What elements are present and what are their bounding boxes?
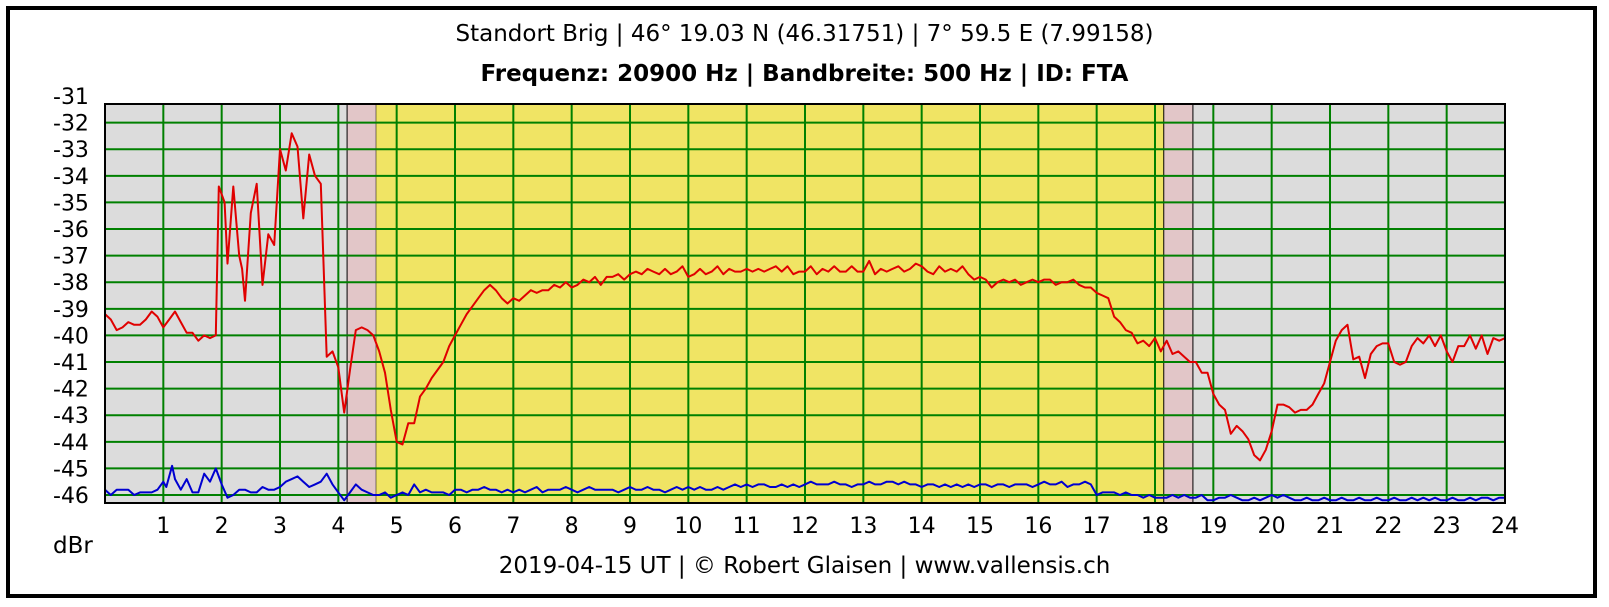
x-tick-label: 7 bbox=[506, 514, 520, 539]
y-tick-label: -45 bbox=[53, 457, 89, 482]
x-tick-label: 8 bbox=[565, 514, 579, 539]
y-tick-label: -37 bbox=[53, 245, 89, 270]
noise-line bbox=[104, 464, 1505, 502]
y-tick-label: -38 bbox=[53, 271, 89, 296]
twilight-band-0 bbox=[346, 103, 377, 504]
y-tick-label: -43 bbox=[53, 404, 89, 429]
x-tick-label: 5 bbox=[390, 514, 404, 539]
y-tick-label: -39 bbox=[53, 298, 89, 323]
x-tick-label: 24 bbox=[1491, 514, 1519, 539]
twilight-band-2 bbox=[1163, 103, 1194, 504]
y-tick-label: -36 bbox=[53, 218, 89, 243]
day-band-1 bbox=[376, 104, 1164, 503]
chart-footer: 2019-04-15 UT | © Robert Glaisen | www.v… bbox=[498, 553, 1111, 579]
x-tick-label: 2 bbox=[215, 514, 229, 539]
x-tick-label: 15 bbox=[966, 514, 994, 539]
y-tick-label: -34 bbox=[53, 165, 89, 190]
plot-border bbox=[104, 103, 1506, 504]
x-tick-label: 13 bbox=[849, 514, 877, 539]
x-tick-label: 22 bbox=[1374, 514, 1402, 539]
x-tick-label: 11 bbox=[733, 514, 761, 539]
x-tick-label: 20 bbox=[1258, 514, 1286, 539]
y-tick-label: -40 bbox=[53, 324, 89, 349]
x-tick-label: 23 bbox=[1433, 514, 1461, 539]
x-tick-label: 18 bbox=[1141, 514, 1169, 539]
y-tick-label: -42 bbox=[53, 378, 89, 403]
y-axis-unit-label: dBr bbox=[53, 533, 93, 559]
y-tick-label: -44 bbox=[53, 431, 89, 456]
x-tick-label: 16 bbox=[1024, 514, 1052, 539]
x-tick-label: 21 bbox=[1316, 514, 1344, 539]
x-tick-label: 1 bbox=[156, 514, 170, 539]
x-tick-label: 3 bbox=[273, 514, 287, 539]
y-tick-label: -32 bbox=[53, 112, 89, 137]
x-tick-label: 4 bbox=[331, 514, 345, 539]
chart-subtitle: Frequenz: 20900 Hz | Bandbreite: 500 Hz … bbox=[480, 61, 1129, 87]
x-tick-label: 10 bbox=[674, 514, 702, 539]
y-tick-label: -46 bbox=[53, 484, 89, 509]
y-tick-label: -35 bbox=[53, 191, 89, 216]
x-tick-label: 17 bbox=[1083, 514, 1111, 539]
x-tick-label: 9 bbox=[623, 514, 637, 539]
y-tick-label: -33 bbox=[53, 138, 89, 163]
y-tick-label: -31 bbox=[53, 85, 89, 110]
x-tick-label: 12 bbox=[791, 514, 819, 539]
x-tick-label: 19 bbox=[1199, 514, 1227, 539]
x-tick-label: 14 bbox=[908, 514, 936, 539]
signal-line bbox=[104, 132, 1506, 462]
chart-title: Standort Brig | 46° 19.03 N (46.31751) |… bbox=[455, 21, 1154, 47]
y-tick-label: -41 bbox=[53, 351, 89, 376]
x-tick-label: 6 bbox=[448, 514, 462, 539]
